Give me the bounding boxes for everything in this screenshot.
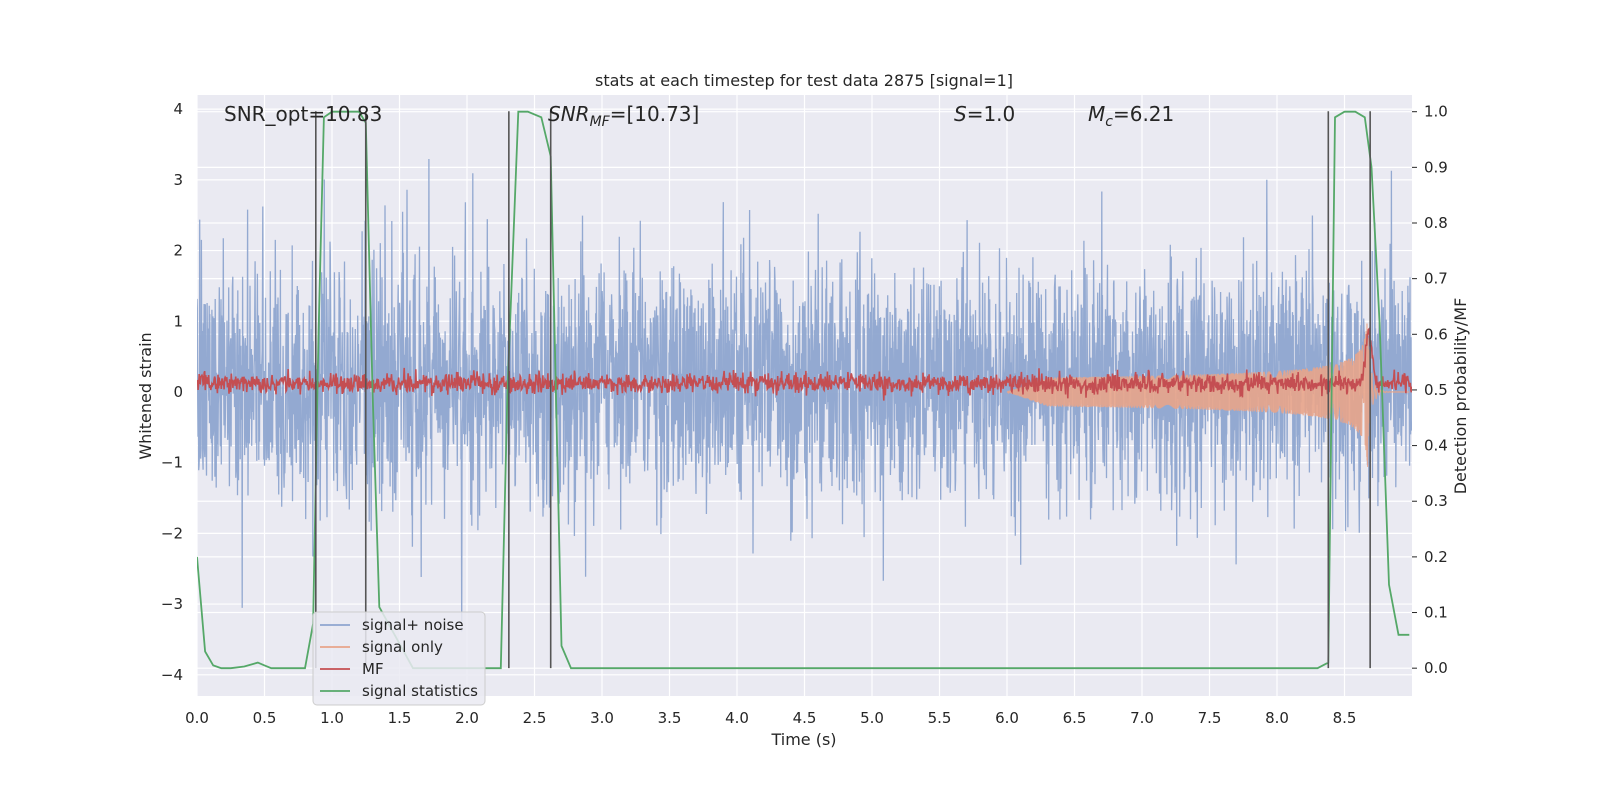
series-signal-noise [197,158,1412,632]
legend: signal+ noise signal only MF signal statist… [312,611,486,706]
y2-tick-label: 0.3 [1424,492,1448,510]
annotation-mc-sub: c [1105,114,1113,130]
y2-tick-label: 0.9 [1424,158,1448,176]
x-tick-label: 8.5 [1333,709,1357,727]
x-axis-ticks: 0.0 0.5 1.0 1.5 2.0 2.5 3.0 3.5 4.0 4.5 5.0 5.5 6.0 6… [185,709,1356,727]
y-tick-label: 1 [173,312,183,330]
legend-label: signal statistics [362,682,478,700]
x-tick-label: 4.0 [725,709,749,727]
x-tick-label: 4.5 [793,709,817,727]
y2-tick-label: 0.2 [1424,548,1448,566]
legend-label: signal+ noise [362,616,464,634]
annotation-mc: Mc=6.21 [1088,102,1174,130]
x-tick-label: 3.5 [658,709,682,727]
y-tick-label: −1 [161,454,183,472]
y-tick-label: −3 [161,595,183,613]
x-axis-label: Time (s) [770,730,836,749]
y-tick-label: 2 [173,242,183,260]
x-tick-label: 2.5 [523,709,547,727]
y2-tick-label: 0.4 [1424,437,1448,455]
y2-axis-ticks: 0.0 0.1 0.2 0.3 0.4 0.5 0.6 0.7 0.8 0.9 1.0 [1412,103,1448,677]
y-tick-label: 0 [173,383,183,401]
y2-tick-label: 0.6 [1424,325,1448,343]
y-tick-label: 3 [173,171,183,189]
x-tick-label: 2.0 [455,709,479,727]
x-tick-label: 8.0 [1265,709,1289,727]
x-tick-label: 0.0 [185,709,209,727]
x-tick-label: 5.5 [928,709,952,727]
y2-tick-label: 0.1 [1424,604,1448,622]
annotation-s-main: S [954,102,967,126]
chart-title: stats at each timestep for test data 287… [595,71,1013,90]
y-axis-label: Whitened strain [136,332,155,459]
x-tick-label: 0.5 [253,709,277,727]
legend-label: signal only [362,638,443,656]
x-tick-label: 6.5 [1063,709,1087,727]
x-tick-label: 7.5 [1198,709,1222,727]
vertical-markers [314,111,1371,669]
annotation-snr-mf-sub: MF [590,114,611,130]
annotation-mc-main: M [1088,102,1105,126]
y-tick-label: 4 [173,100,183,118]
x-tick-label: 1.0 [320,709,344,727]
annotation-snr-mf-rest: =[10.73] [610,102,700,126]
x-tick-label: 1.5 [388,709,412,727]
y2-tick-label: 0.5 [1424,381,1448,399]
y2-tick-label: 1.0 [1424,103,1448,121]
annotation-snr-mf-main: SNR [548,102,590,126]
annotation-s-rest: =1.0 [967,102,1016,126]
x-tick-label: 6.0 [995,709,1019,727]
y2-tick-label: 0.7 [1424,270,1448,288]
annotation-s: S=1.0 [954,102,1015,126]
y-axis-ticks: −4 −3 −2 −1 0 1 2 3 4 [161,100,183,684]
y2-axis-label: Detection probability/MF [1451,298,1470,495]
legend-box [312,611,486,706]
y-tick-label: −4 [161,666,183,684]
x-tick-label: 3.0 [590,709,614,727]
y2-tick-label: 0.0 [1424,659,1448,677]
annotation-snr-opt: SNR_opt=10.83 [224,102,382,126]
legend-label: MF [362,660,384,678]
annotation-snr-mf: SNRMF=[10.73] [548,102,699,130]
annotation-mc-rest: =6.21 [1113,102,1174,126]
y2-tick-label: 0.8 [1424,214,1448,232]
x-tick-label: 5.0 [860,709,884,727]
x-tick-label: 7.0 [1130,709,1154,727]
y-tick-label: −2 [161,524,183,542]
series-mf [197,327,1412,401]
